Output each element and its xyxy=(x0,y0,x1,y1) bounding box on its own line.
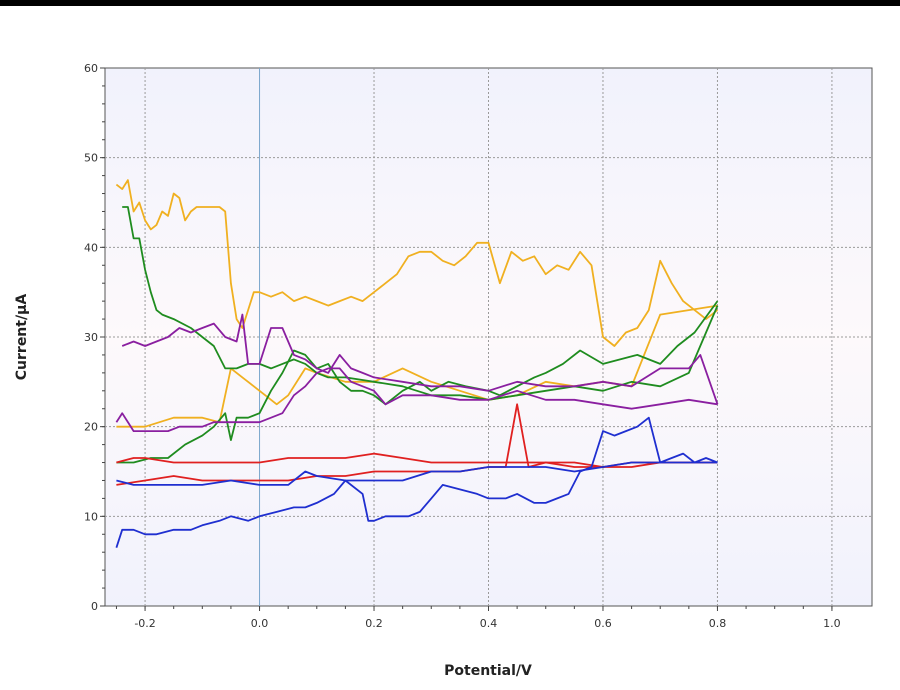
x-tick-label: 0.0 xyxy=(251,617,269,630)
y-tick-label: 0 xyxy=(91,600,98,613)
x-tick-label: 0.6 xyxy=(594,617,612,630)
y-axis-title: Current/μA xyxy=(14,294,30,381)
x-tick-label: 0.8 xyxy=(709,617,727,630)
series-line-7 xyxy=(116,452,718,468)
y-tick-label: 10 xyxy=(84,510,98,523)
series-line-9 xyxy=(115,416,718,548)
y-axis-ticks: 0 10 20 30 40 50 60 xyxy=(84,62,105,613)
x-tick-label: 0.4 xyxy=(480,617,498,630)
series-layer xyxy=(115,179,719,548)
x-tick-label: -0.2 xyxy=(134,617,155,630)
y-tick-label: 30 xyxy=(84,331,98,344)
y-tick-label: 60 xyxy=(84,62,98,75)
x-tick-label: 1.0 xyxy=(823,617,841,630)
series-line-4 xyxy=(116,300,719,464)
x-axis-ticks: -0.2 0.0 0.2 0.4 0.6 0.8 1.0 xyxy=(115,606,841,630)
top-border xyxy=(0,0,900,6)
y-tick-label: 50 xyxy=(84,152,98,165)
y-tick-label: 40 xyxy=(84,241,98,254)
gridlines xyxy=(105,68,872,606)
series-line-5 xyxy=(121,313,719,405)
series-line-10 xyxy=(116,461,718,486)
x-tick-label: 0.2 xyxy=(365,617,383,630)
series-line-1 xyxy=(115,179,719,347)
x-axis-title: Potential/V xyxy=(444,663,532,679)
series-line-6 xyxy=(115,367,718,433)
y-tick-label: 20 xyxy=(84,421,98,434)
